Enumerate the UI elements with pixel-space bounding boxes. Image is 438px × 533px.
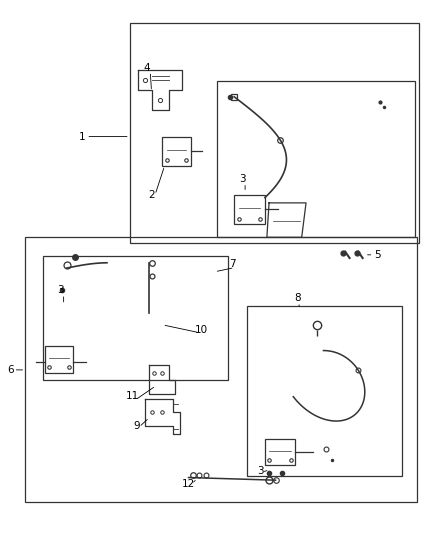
Bar (234, 195, 265, 224)
Bar (217, 81, 415, 237)
Text: 3: 3 (240, 174, 246, 184)
Text: 4: 4 (144, 63, 151, 72)
Bar (130, 22, 419, 243)
Text: 9: 9 (133, 421, 140, 431)
Text: 1: 1 (78, 132, 85, 142)
Bar (247, 306, 402, 476)
Text: 5: 5 (374, 250, 381, 260)
Text: 7: 7 (229, 259, 235, 269)
Text: 3: 3 (257, 466, 264, 475)
Bar (45, 346, 73, 373)
Bar (25, 237, 417, 503)
Bar (162, 136, 191, 166)
Text: 3: 3 (57, 285, 64, 295)
Text: 11: 11 (125, 391, 138, 401)
Text: 12: 12 (182, 479, 195, 489)
Bar (265, 439, 295, 465)
Text: 6: 6 (7, 365, 14, 375)
Text: 2: 2 (148, 190, 155, 200)
Bar (43, 256, 228, 381)
Text: 8: 8 (294, 293, 300, 303)
Text: 10: 10 (195, 325, 208, 335)
